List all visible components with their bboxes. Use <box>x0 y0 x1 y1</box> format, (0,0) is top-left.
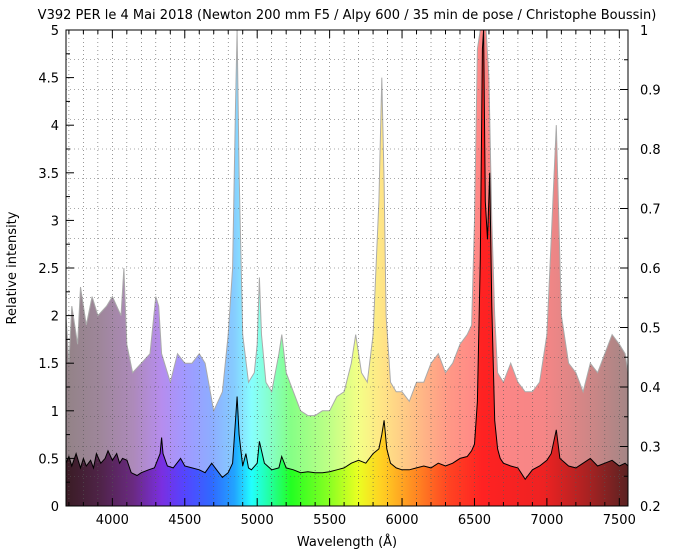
y-tick-label: 1 <box>51 405 59 420</box>
y2-tick-label: 0.4 <box>640 381 661 396</box>
x-tick-label: 5500 <box>313 513 346 528</box>
y2-tick-label: 0.2 <box>640 500 661 515</box>
x-tick-label: 4000 <box>96 513 129 528</box>
chart-title: V392 PER le 4 Mai 2018 (Newton 200 mm F5… <box>38 8 657 23</box>
y2-tick-label: 0.6 <box>640 262 661 277</box>
x-tick-label: 4500 <box>168 513 201 528</box>
x-tick-label: 5000 <box>241 513 274 528</box>
x-tick-label: 6500 <box>458 513 491 528</box>
y-tick-label: 2 <box>51 310 59 325</box>
y-tick-label: 0 <box>51 500 59 515</box>
y-tick-label: 4 <box>51 119 59 134</box>
y-axis-label: Relative intensity <box>5 211 20 324</box>
y2-tick-label: 0.3 <box>640 441 661 456</box>
y-tick-label: 4.5 <box>38 72 59 87</box>
y-tick-label: 3 <box>51 214 59 229</box>
y-tick-label: 0.5 <box>38 452 59 467</box>
y2-tick-label: 0.5 <box>640 322 661 337</box>
y2-tick-label: 0.7 <box>640 203 661 218</box>
y-tick-label: 5 <box>51 24 59 39</box>
x-axis-label: Wavelength (Å) <box>297 534 397 550</box>
y2-tick-label: 0.9 <box>640 84 661 99</box>
spectrum-area <box>66 30 628 506</box>
spectrum-line <box>66 30 628 481</box>
y-tick-label: 3.5 <box>38 167 59 182</box>
grid <box>66 30 628 506</box>
x-tick-label: 7000 <box>530 513 563 528</box>
axis-ticks: 4000 4500 5000 5500 6000 6500 7000 7500 0 0.5 1 1.5… <box>38 24 660 528</box>
x-tick-label: 6000 <box>385 513 418 528</box>
y-tick-label: 2.5 <box>38 262 59 277</box>
y-tick-label: 1.5 <box>38 357 59 372</box>
y2-tick-label: 0.8 <box>640 143 661 158</box>
y2-tick-label: 1 <box>640 24 648 39</box>
x-tick-label: 7500 <box>603 513 636 528</box>
